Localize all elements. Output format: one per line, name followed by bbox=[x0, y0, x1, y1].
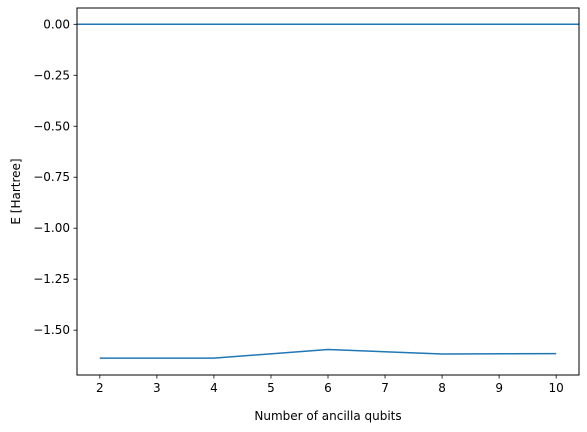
x-tick-label: 9 bbox=[495, 381, 503, 395]
x-tick-label: 7 bbox=[381, 381, 389, 395]
y-tick-label: −1.50 bbox=[33, 323, 70, 337]
x-tick-label: 5 bbox=[267, 381, 275, 395]
y-tick-label: −1.25 bbox=[33, 272, 70, 286]
x-tick-label: 6 bbox=[324, 381, 332, 395]
y-tick-label: 0.00 bbox=[43, 17, 70, 31]
y-axis-label: E [Hartree] bbox=[9, 158, 23, 224]
x-tick-label: 2 bbox=[96, 381, 104, 395]
x-axis: 2 3 4 5 6 7 8 9 10 bbox=[96, 375, 564, 395]
x-tick-label: 10 bbox=[549, 381, 564, 395]
x-tick-label: 4 bbox=[210, 381, 218, 395]
y-tick-label: −0.25 bbox=[33, 68, 70, 82]
y-tick-label: −0.50 bbox=[33, 119, 70, 133]
x-tick-label: 3 bbox=[153, 381, 161, 395]
y-axis: 0.00 −0.25 −0.50 −0.75 −1.00 −1.25 −1.50 bbox=[33, 17, 77, 337]
x-axis-label: Number of ancilla qubits bbox=[254, 409, 401, 423]
plot-marks bbox=[77, 23, 579, 359]
y-tick-label: −0.75 bbox=[33, 170, 70, 184]
y-tick-label: −1.00 bbox=[33, 221, 70, 235]
axes-frame bbox=[76, 7, 580, 376]
series-line-0 bbox=[99, 348, 557, 359]
x-tick-label: 8 bbox=[438, 381, 446, 395]
